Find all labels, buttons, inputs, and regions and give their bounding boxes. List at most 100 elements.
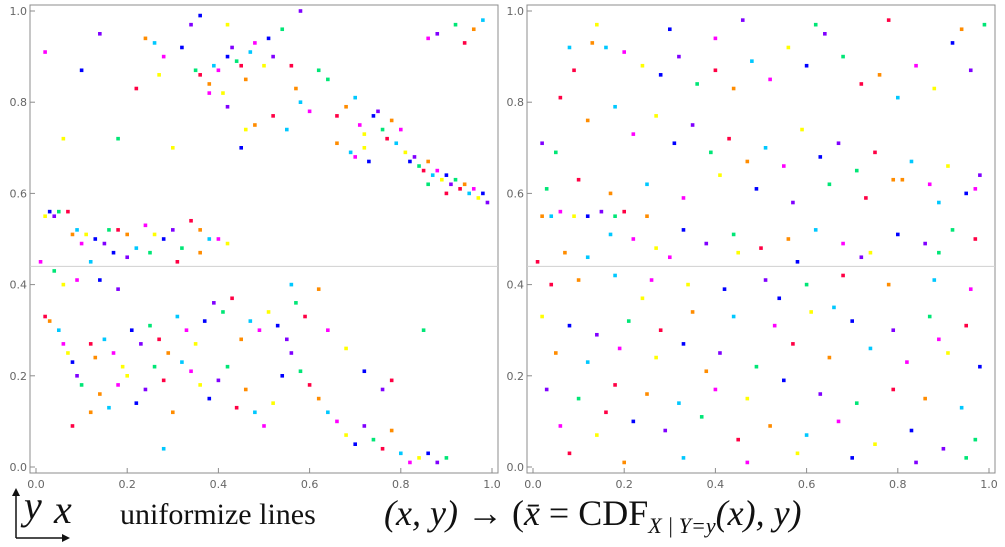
data-point — [435, 460, 440, 465]
formula-subscript: X | Y=y — [648, 513, 716, 539]
data-point — [626, 319, 631, 323]
data-point — [968, 287, 973, 291]
data-point — [891, 177, 896, 182]
data-point — [435, 168, 440, 173]
y-tick-label: 0.4 — [507, 279, 525, 292]
data-point — [348, 150, 353, 155]
data-point — [289, 351, 294, 355]
data-point — [353, 155, 357, 159]
data-point — [243, 387, 248, 392]
data-point — [444, 456, 449, 460]
data-point — [143, 36, 148, 41]
data-point — [257, 328, 262, 332]
data-point — [804, 433, 809, 437]
caption: y x uniformize lines (x, y) → (x̄ = CDFX… — [0, 483, 1005, 543]
data-point — [371, 114, 376, 118]
data-point — [585, 118, 590, 123]
data-point — [316, 68, 321, 73]
data-point — [362, 424, 367, 428]
data-point — [978, 364, 982, 369]
x-tick-label: 1.0 — [483, 478, 501, 491]
data-point — [854, 401, 859, 405]
data-point — [809, 310, 813, 314]
caption-formula: (x, y) → (x̄ = CDFX | Y=y(x), y) — [384, 492, 802, 539]
data-point — [225, 104, 230, 109]
data-point — [567, 45, 572, 50]
data-point — [927, 314, 932, 319]
data-point — [859, 255, 864, 260]
data-point — [709, 150, 713, 155]
data-point — [171, 228, 175, 232]
data-point — [175, 260, 180, 264]
data-point — [180, 45, 184, 50]
data-point — [585, 360, 590, 364]
y-tick-label: 0.0 — [10, 461, 28, 474]
x-tick-label: 0.0 — [524, 478, 542, 491]
data-point — [275, 323, 280, 328]
data-point — [891, 328, 896, 332]
data-point — [111, 351, 116, 355]
data-point — [253, 123, 257, 127]
data-point — [417, 164, 421, 168]
data-point — [239, 146, 243, 150]
data-point — [868, 346, 873, 351]
data-point — [549, 214, 554, 218]
data-point — [139, 342, 143, 346]
data-point — [754, 364, 759, 369]
data-point — [909, 428, 914, 433]
data-point — [52, 269, 57, 273]
data-point — [827, 355, 832, 360]
data-point — [795, 260, 800, 264]
data-point — [791, 200, 795, 205]
data-point — [754, 187, 759, 191]
data-point — [362, 132, 367, 136]
data-point — [471, 27, 476, 32]
left-scatter-panel: 0.0 0.2 0.4 0.6 0.8 1.0 0.0 0.2 0.4 0.6 0.8 1.0 — [10, 4, 501, 491]
data-point — [713, 387, 718, 392]
data-point — [444, 173, 449, 177]
data-point — [98, 392, 102, 396]
data-point — [690, 310, 695, 314]
data-point — [804, 282, 809, 287]
x-tick-label: 0.0 — [27, 478, 45, 491]
data-point — [248, 319, 253, 323]
data-point — [326, 328, 330, 332]
data-point — [941, 446, 946, 451]
y-tick-label: 0.8 — [10, 96, 28, 109]
data-point — [795, 451, 800, 456]
data-point — [841, 241, 845, 246]
data-point — [421, 168, 426, 173]
data-point — [285, 127, 289, 132]
data-point — [535, 260, 540, 264]
data-point — [380, 387, 385, 392]
data-point — [298, 9, 303, 13]
data-point — [152, 41, 157, 45]
data-point — [946, 351, 950, 355]
data-point — [380, 446, 385, 451]
data-point — [722, 287, 727, 291]
y-tick-label: 1.0 — [10, 5, 28, 18]
data-point — [344, 104, 348, 109]
data-point — [52, 214, 57, 218]
data-point — [964, 323, 968, 328]
data-point — [745, 159, 750, 164]
data-point — [294, 86, 298, 91]
data-point — [745, 460, 750, 465]
data-point — [198, 73, 202, 77]
data-point — [800, 127, 804, 132]
data-point — [558, 424, 563, 428]
data-point — [157, 337, 161, 342]
data-point — [262, 424, 266, 428]
data-point — [171, 146, 175, 150]
data-point — [234, 59, 239, 63]
data-point — [672, 141, 677, 146]
data-point — [731, 314, 736, 319]
data-point — [408, 460, 412, 465]
data-point — [161, 378, 166, 383]
data-point — [476, 196, 481, 200]
data-point — [353, 95, 357, 100]
data-point — [120, 364, 125, 369]
data-point — [207, 237, 212, 241]
data-point — [184, 328, 189, 332]
data-point — [93, 355, 98, 360]
